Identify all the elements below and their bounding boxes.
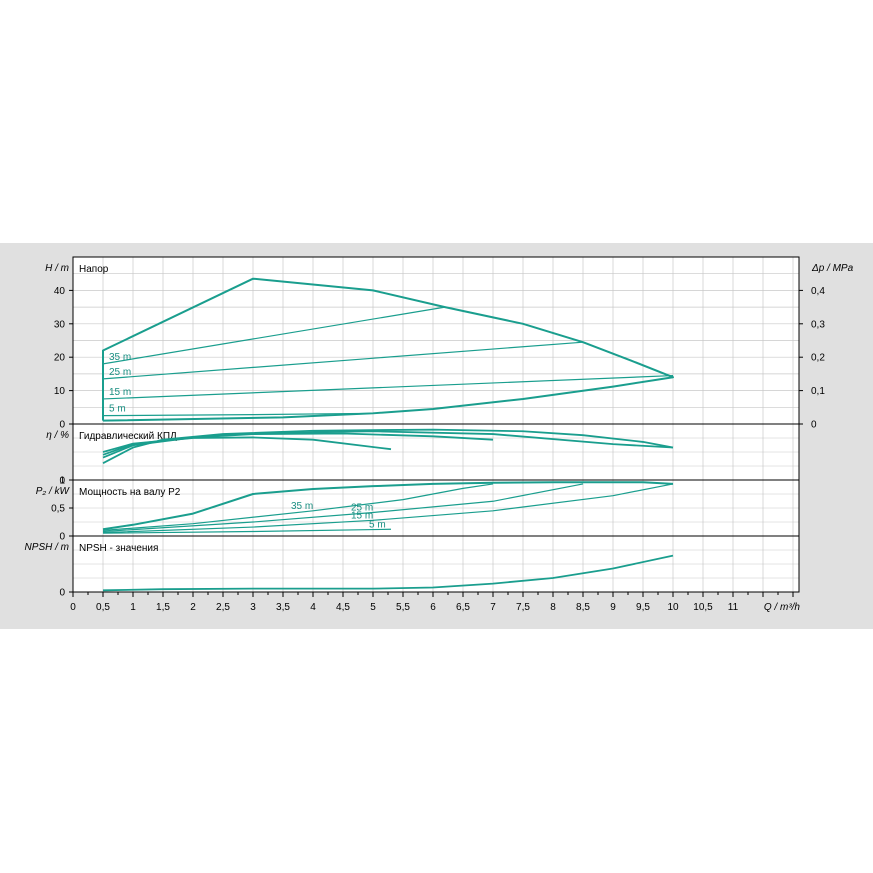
efficiency-series-curve bbox=[102, 436, 392, 453]
x-tick-label: 5,5 bbox=[396, 602, 410, 613]
series-label: 15 m bbox=[109, 387, 131, 398]
series-label: 5 m bbox=[369, 519, 386, 530]
y-tick-label: 0 bbox=[59, 420, 65, 431]
head-series-curve bbox=[102, 374, 674, 400]
npsh-series-curve bbox=[102, 554, 674, 592]
npsh-frame bbox=[72, 535, 800, 593]
x-tick-label: 1,5 bbox=[156, 602, 170, 613]
x-tick-label: 2,5 bbox=[216, 602, 230, 613]
x-tick-label: 1 bbox=[130, 602, 136, 613]
power-series-curve bbox=[102, 483, 584, 533]
right-tick-label: 0 bbox=[811, 420, 817, 431]
x-tick-label: 11 bbox=[728, 602, 739, 613]
efficiency-panel-title: Гидравлический КПД bbox=[79, 431, 177, 442]
power-series-curve bbox=[102, 483, 674, 534]
x-tick-label: 8 bbox=[550, 602, 556, 613]
y-tick-label: 0,5 bbox=[51, 504, 65, 515]
y-tick-label: 10 bbox=[54, 386, 66, 397]
x-tick-label: 9,5 bbox=[636, 602, 650, 613]
chart-panel: 0 10 20 30 40 0 0,1 0,2 0,3 0,4 Δp / MPa H / m Напор… bbox=[0, 243, 873, 629]
x-tick-label: 8,5 bbox=[576, 602, 590, 613]
series-label: 25 m bbox=[109, 367, 131, 378]
y-tick-label: 0 bbox=[59, 476, 65, 487]
y-tick-label: 0 bbox=[59, 588, 65, 599]
right-tick-label: 0,1 bbox=[811, 386, 825, 397]
power-envelope-curve bbox=[102, 481, 674, 531]
npsh-y-axis-label: NPSH / m bbox=[25, 542, 69, 553]
x-tick-label: 5 bbox=[370, 602, 376, 613]
npsh-panel-title: NPSH - значения bbox=[79, 543, 158, 554]
series-label: 35 m bbox=[109, 352, 131, 363]
efficiency-series-curve bbox=[102, 430, 674, 459]
x-tick-label: 0,5 bbox=[96, 602, 110, 613]
x-tick-label: 10 bbox=[667, 602, 679, 613]
y-tick-label: 40 bbox=[54, 286, 66, 297]
y-tick-label: 30 bbox=[54, 319, 66, 330]
right-axis-label: Δp / MPa bbox=[811, 263, 854, 274]
power-series-curve bbox=[102, 483, 494, 531]
x-axis-label: Q / m³/h bbox=[764, 602, 801, 613]
right-tick-label: 0,2 bbox=[811, 353, 825, 364]
x-tick-label: 0 bbox=[70, 602, 76, 613]
right-tick-label: 0,3 bbox=[811, 319, 825, 330]
y-tick-label: 20 bbox=[54, 353, 66, 364]
x-tick-label: 7,5 bbox=[516, 602, 530, 613]
x-tick-label: 3,5 bbox=[276, 602, 290, 613]
head-series-curve bbox=[102, 341, 584, 380]
x-tick-label: 7 bbox=[490, 602, 496, 613]
power-panel-title: Мощность на валу P2 bbox=[79, 487, 181, 498]
series-label: 35 m bbox=[291, 501, 313, 512]
x-tick-label: 2 bbox=[190, 602, 196, 613]
x-tick-label: 9 bbox=[610, 602, 616, 613]
power-series-curve bbox=[102, 528, 392, 534]
efficiency-y-axis-label: η / % bbox=[46, 430, 69, 441]
head-envelope-curve bbox=[102, 277, 674, 422]
x-tick-label: 6,5 bbox=[456, 602, 470, 613]
x-tick-label: 3 bbox=[250, 602, 256, 613]
head-y-axis-label: H / m bbox=[45, 263, 69, 274]
x-tick-label: 4 bbox=[310, 602, 316, 613]
power-y-axis-label: P₂ / kW bbox=[36, 486, 71, 497]
y-tick-label: 1 bbox=[59, 476, 65, 487]
head-panel-title: Напор bbox=[79, 264, 109, 275]
x-tick-label: 6 bbox=[430, 602, 436, 613]
x-tick-label: 4,5 bbox=[336, 602, 350, 613]
series-label: 15 m bbox=[351, 510, 373, 521]
series-label: 25 m bbox=[351, 502, 373, 513]
x-tick-label: 10,5 bbox=[693, 602, 713, 613]
y-tick-label: 0 bbox=[59, 532, 65, 543]
head-series-curve bbox=[102, 306, 446, 365]
series-label: 5 m bbox=[109, 404, 126, 415]
head-series-curve bbox=[102, 412, 374, 417]
right-tick-label: 0,4 bbox=[811, 286, 825, 297]
